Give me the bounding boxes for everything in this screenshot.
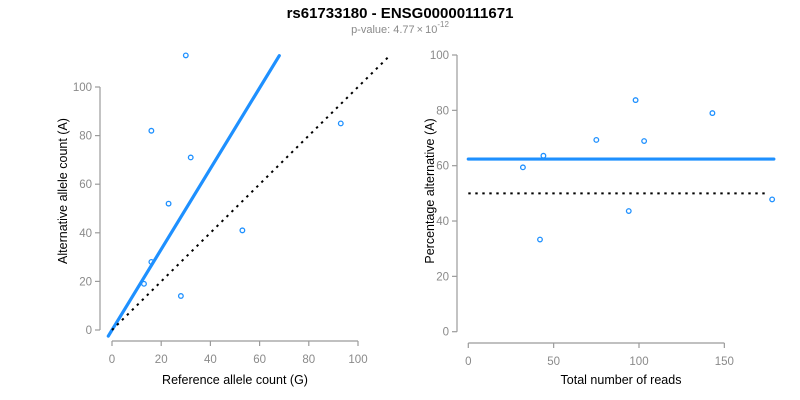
x-tick-label: 100: [348, 354, 367, 366]
y-tick-label: 60: [436, 161, 449, 173]
x-tick-label: 60: [253, 354, 266, 366]
data-point: [148, 259, 155, 265]
data-point: [165, 200, 172, 207]
data-point: [182, 52, 189, 59]
y-tick-label: 40: [436, 216, 449, 228]
y-tick-label: 0: [443, 327, 449, 339]
data-point: [177, 293, 184, 299]
y-tick-label: 100: [430, 50, 449, 62]
data-point: [239, 227, 246, 234]
fitted-ratio-line: [106, 54, 281, 338]
x-tick-label: 40: [204, 354, 217, 366]
identity-line: [111, 54, 391, 331]
data-point: [537, 236, 543, 243]
y-tick-label: 80: [79, 131, 92, 143]
y-tick-label: 40: [79, 228, 92, 240]
y-tick-label: 60: [79, 179, 92, 191]
data-point: [641, 138, 648, 145]
allele-count-scatter-panel: 0 20 40 60 80 100 0 20 40 60 80 100 Reference allele…: [56, 52, 391, 387]
data-point: [540, 152, 547, 159]
data-point: [632, 97, 639, 104]
data-point: [141, 280, 147, 287]
x-tick-label: 0: [465, 356, 471, 368]
data-point: [519, 164, 526, 171]
x-tick-label: 150: [715, 356, 734, 368]
data-point: [337, 120, 344, 127]
x-tick-label: 20: [155, 354, 168, 366]
data-point: [148, 127, 155, 134]
y-tick-label: 0: [86, 325, 92, 337]
data-point: [709, 110, 716, 117]
y-tick-label: 100: [73, 82, 92, 94]
data-point: [625, 208, 632, 215]
x-tick-label: 0: [109, 354, 115, 366]
y-axis-title: Percentage alternative (A): [423, 118, 437, 263]
y-tick-label: 80: [436, 105, 449, 117]
x-axis-title: Total number of reads: [561, 373, 682, 387]
y-axis-title: Alternative allele count (A): [56, 118, 70, 264]
data-point: [187, 154, 194, 161]
y-tick-label: 20: [436, 271, 449, 283]
x-tick-label: 100: [629, 356, 648, 368]
percentage-alternative-scatter-panel: 0 50 100 150 0 20 40 60 80 100 Total number of rea…: [423, 50, 776, 387]
x-axis-title: Reference allele count (G): [162, 373, 308, 387]
data-point: [593, 136, 600, 143]
y-tick-label: 20: [79, 276, 92, 288]
data-point: [769, 196, 776, 203]
x-tick-label: 80: [302, 354, 315, 366]
x-tick-label: 50: [547, 356, 560, 368]
